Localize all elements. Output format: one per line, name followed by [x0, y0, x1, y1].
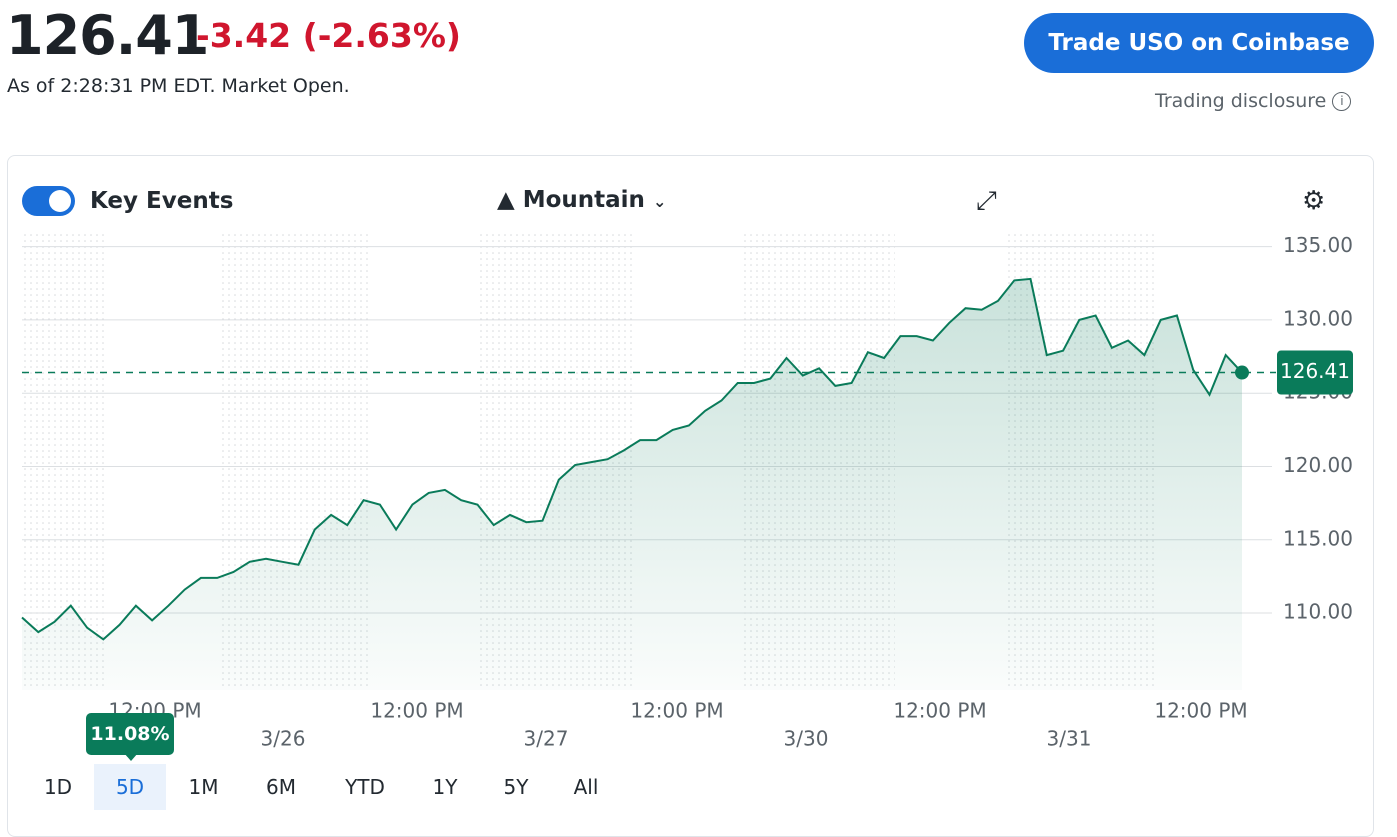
y-tick-label: 115.00 — [1283, 526, 1353, 550]
chart: 110.00115.00120.00125.00130.00135.00126.… — [21, 232, 1353, 751]
settings-icon[interactable]: ⚙ — [1302, 186, 1326, 216]
disclosure[interactable]: Trading disclosure i — [1155, 90, 1352, 112]
trade-button[interactable]: Trade USO on Coinbase — [1024, 13, 1374, 73]
range-tab[interactable]: 6M — [266, 775, 296, 799]
range-tab[interactable]: 1M — [188, 775, 219, 799]
chart-style-label: Mountain — [522, 187, 645, 213]
expand-icon[interactable]: ⤢ — [976, 186, 997, 216]
range-tab[interactable]: All — [573, 775, 599, 799]
x-time-label: 12:00 PM — [1154, 699, 1247, 723]
disclosure-text: Trading disclosure — [1155, 90, 1327, 112]
x-date-label: 3/26 — [261, 727, 306, 751]
info-icon: i — [1332, 92, 1352, 111]
last-point — [1235, 365, 1249, 380]
x-date-label: 3/27 — [524, 727, 569, 751]
x-date-label: 3/31 — [1047, 727, 1092, 751]
range-tab[interactable]: 5Y — [503, 775, 529, 799]
range-tab[interactable]: 5D — [94, 764, 166, 810]
change-value: -3.42 — [196, 16, 292, 55]
range-tab[interactable]: 1Y — [432, 775, 458, 799]
change-pct: (-2.63%) — [302, 16, 461, 55]
range-change-pointer — [124, 753, 138, 761]
y-tick-label: 130.00 — [1283, 306, 1353, 330]
x-time-label: 12:00 PM — [630, 699, 723, 723]
range-tabs: 1D 5D 1M 6M YTD 1Y 5Y All — [22, 764, 621, 810]
x-time-label: 12:00 PM — [370, 699, 463, 723]
y-tick-label: 120.00 — [1283, 453, 1353, 477]
x-date-label: 3/30 — [784, 727, 829, 751]
toggle-knob — [49, 190, 71, 212]
x-time-label: 12:00 PM — [893, 699, 986, 723]
line — [21, 277, 1243, 641]
y-tick-label: 110.00 — [1283, 600, 1353, 624]
area — [22, 278, 1242, 690]
reference-box — [1277, 350, 1353, 395]
range-tab[interactable]: 1D — [43, 775, 73, 799]
status: As of 2:28:31 PM EDT. Market Open. — [7, 75, 350, 97]
chart-style[interactable]: ▲ Mountain ⌄ — [497, 187, 667, 213]
range-tab[interactable]: YTD — [345, 775, 385, 799]
range-change: 11.08% — [86, 713, 174, 755]
change: -3.42 (-2.63%) — [196, 16, 461, 55]
key-events-toggle[interactable] — [22, 186, 75, 216]
y-tick-label: 135.00 — [1283, 233, 1353, 257]
price: 126.41 — [6, 4, 209, 67]
key-events-label: Key Events — [90, 188, 234, 214]
reference-label: 126.41 — [1280, 359, 1350, 383]
